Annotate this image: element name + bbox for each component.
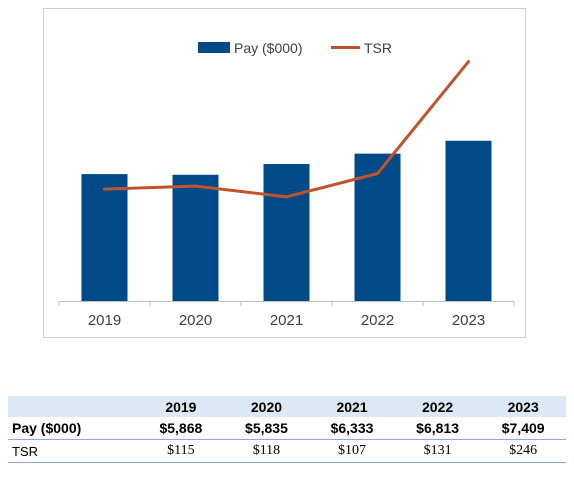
legend-label-pay: Pay ($000) — [234, 40, 302, 56]
legend-label-tsr: TSR — [364, 40, 392, 56]
pay-tsr-table: 2019 2020 2021 2022 2023 Pay ($000) $5,8… — [8, 396, 566, 463]
table-cell: $6,333 — [309, 417, 395, 440]
tsr-point — [467, 60, 470, 64]
x-tick-label: 2019 — [88, 312, 121, 329]
table-cell: $7,409 — [480, 417, 566, 440]
table-header-cell: 2021 — [309, 396, 395, 417]
legend-swatch-pay — [198, 42, 230, 53]
table-header-row: 2019 2020 2021 2022 2023 — [8, 396, 566, 417]
tsr-point — [376, 171, 379, 175]
table-cell: $118 — [223, 439, 310, 463]
combo-chart: 2019 2020 2021 2022 2023 Pay ($000) TSR — [58, 40, 515, 329]
table-header-cell: 2023 — [480, 396, 566, 417]
row-label: TSR — [8, 439, 139, 463]
bar-pay — [354, 153, 401, 301]
row-label: Pay ($000) — [8, 417, 139, 440]
x-tick-label: 2021 — [270, 312, 303, 329]
tsr-point — [285, 195, 288, 199]
x-tick-label: 2022 — [361, 312, 394, 329]
table-cell: $5,868 — [138, 417, 224, 440]
table-cell: $107 — [309, 439, 395, 463]
table-cell: $246 — [480, 439, 566, 463]
bar-pay — [172, 174, 219, 301]
bar-pay — [81, 174, 128, 301]
table-cell: $5,835 — [223, 417, 310, 440]
tsr-point — [194, 184, 197, 188]
table-header-cell: 2020 — [223, 396, 310, 417]
x-tick-label: 2023 — [452, 312, 485, 329]
table-header-cell — [8, 396, 139, 417]
table-cell: $115 — [138, 439, 224, 463]
table-row: TSR $115 $118 $107 $131 $246 — [8, 439, 566, 463]
table-header-cell: 2019 — [138, 396, 224, 417]
table-row: Pay ($000) $5,868 $5,835 $6,333 $6,813 $… — [8, 417, 566, 440]
table-header-cell: 2022 — [394, 396, 481, 417]
bar-pay — [445, 140, 492, 301]
tsr-point — [103, 187, 106, 191]
bar-pay — [263, 164, 310, 301]
table-cell: $6,813 — [394, 417, 481, 440]
chart-frame: 2019 2020 2021 2022 2023 Pay ($000) TSR — [43, 8, 526, 338]
x-tick-label: 2020 — [179, 312, 212, 329]
table-cell: $131 — [394, 439, 481, 463]
